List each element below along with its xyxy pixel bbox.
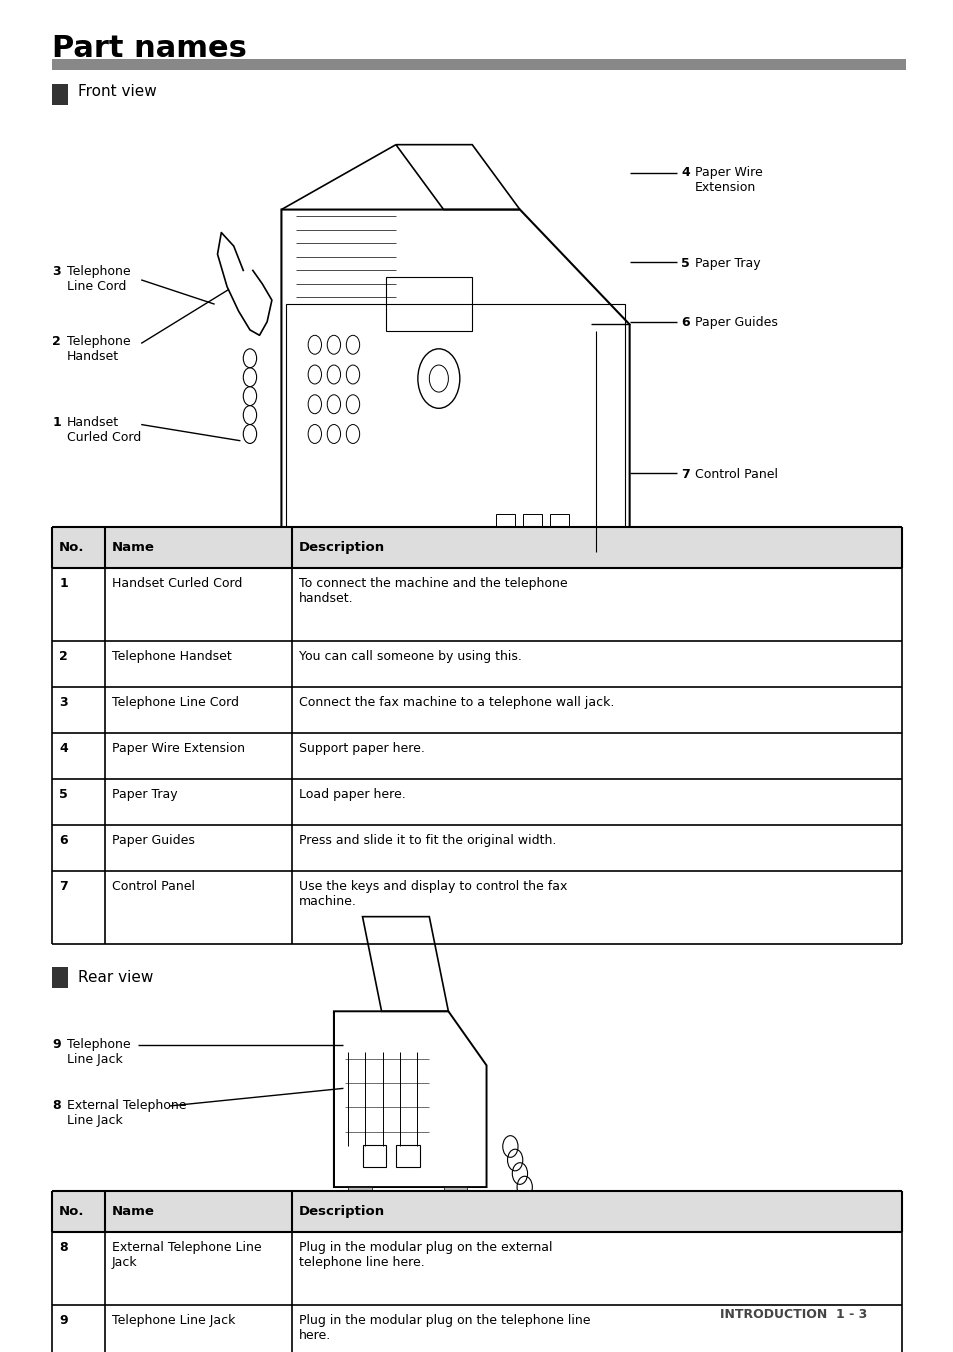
Text: 5: 5 — [59, 788, 68, 802]
Bar — [52, 733, 901, 779]
Text: Control Panel: Control Panel — [694, 468, 777, 481]
Text: Telephone Line Cord: Telephone Line Cord — [112, 696, 238, 710]
Text: 1: 1 — [59, 577, 68, 591]
Text: Load paper here.: Load paper here. — [298, 788, 405, 802]
Text: 9: 9 — [52, 1038, 61, 1052]
Text: 3: 3 — [52, 265, 61, 279]
Text: Telephone
Handset: Telephone Handset — [67, 335, 131, 364]
Text: Telephone Line Jack: Telephone Line Jack — [112, 1314, 235, 1328]
Text: External Telephone Line
Jack: External Telephone Line Jack — [112, 1241, 261, 1270]
Text: Part names: Part names — [52, 34, 247, 62]
Text: No.: No. — [59, 541, 85, 554]
Text: Telephone
Line Cord: Telephone Line Cord — [67, 265, 131, 293]
Bar — [52, 59, 905, 70]
Text: Handset Curled Cord: Handset Curled Cord — [112, 577, 242, 591]
Text: 7: 7 — [59, 880, 68, 894]
Bar — [443, 1187, 467, 1198]
Bar — [52, 825, 901, 871]
Text: 4: 4 — [680, 166, 689, 180]
Bar — [52, 1305, 901, 1352]
Text: Telephone
Line Jack: Telephone Line Jack — [67, 1038, 131, 1067]
Bar — [52, 527, 901, 568]
Text: Connect the fax machine to a telephone wall jack.: Connect the fax machine to a telephone w… — [298, 696, 614, 710]
Bar — [386, 277, 472, 331]
Text: 6: 6 — [680, 316, 689, 330]
Text: 7: 7 — [680, 468, 689, 481]
Text: Name: Name — [112, 541, 154, 554]
Bar — [496, 514, 515, 534]
Bar — [52, 871, 901, 944]
Text: 3: 3 — [59, 696, 68, 710]
Text: 4: 4 — [59, 742, 68, 756]
Bar — [52, 967, 68, 988]
Text: 1: 1 — [52, 416, 61, 430]
Text: Support paper here.: Support paper here. — [298, 742, 424, 756]
Text: Plug in the modular plug on the external
telephone line here.: Plug in the modular plug on the external… — [298, 1241, 552, 1270]
Text: Description: Description — [298, 541, 384, 554]
Text: INTRODUCTION  1 - 3: INTRODUCTION 1 - 3 — [720, 1307, 866, 1321]
Text: Name: Name — [112, 1205, 154, 1218]
Bar — [362, 1145, 386, 1167]
Text: Use the keys and display to control the fax
machine.: Use the keys and display to control the … — [298, 880, 566, 909]
Text: Rear view: Rear view — [78, 969, 153, 986]
Text: Paper Guides: Paper Guides — [694, 316, 777, 330]
Text: 2: 2 — [52, 335, 61, 349]
Text: Telephone Handset: Telephone Handset — [112, 650, 232, 664]
Text: Press and slide it to fit the original width.: Press and slide it to fit the original w… — [298, 834, 556, 848]
Bar — [572, 546, 600, 562]
Bar — [52, 779, 901, 825]
Bar — [52, 641, 901, 687]
Text: Paper Wire
Extension: Paper Wire Extension — [694, 166, 761, 195]
Bar — [348, 1187, 372, 1198]
Text: External Telephone
Line Jack: External Telephone Line Jack — [67, 1099, 186, 1128]
Text: Paper Tray: Paper Tray — [112, 788, 177, 802]
Bar — [52, 568, 901, 641]
Text: 8: 8 — [59, 1241, 68, 1255]
Text: Description: Description — [298, 1205, 384, 1218]
Text: Control Panel: Control Panel — [112, 880, 194, 894]
Bar — [295, 546, 324, 562]
Bar — [52, 687, 901, 733]
Bar — [286, 304, 624, 548]
Text: Paper Wire Extension: Paper Wire Extension — [112, 742, 245, 756]
Text: Handset
Curled Cord: Handset Curled Cord — [67, 416, 141, 445]
Bar — [549, 514, 568, 534]
Bar — [522, 514, 541, 534]
Text: Paper Tray: Paper Tray — [694, 257, 760, 270]
Text: To connect the machine and the telephone
handset.: To connect the machine and the telephone… — [298, 577, 567, 606]
Bar — [52, 1232, 901, 1305]
Text: Paper Guides: Paper Guides — [112, 834, 194, 848]
Bar — [395, 1145, 419, 1167]
Text: 5: 5 — [680, 257, 689, 270]
Bar — [52, 1191, 901, 1232]
Text: 9: 9 — [59, 1314, 68, 1328]
Text: Plug in the modular plug on the telephone line
here.: Plug in the modular plug on the telephon… — [298, 1314, 590, 1343]
Text: 6: 6 — [59, 834, 68, 848]
Text: 2: 2 — [59, 650, 68, 664]
Text: 8: 8 — [52, 1099, 61, 1113]
Text: No.: No. — [59, 1205, 85, 1218]
Text: Front view: Front view — [78, 84, 157, 100]
Text: You can call someone by using this.: You can call someone by using this. — [298, 650, 521, 664]
Bar — [52, 84, 68, 105]
